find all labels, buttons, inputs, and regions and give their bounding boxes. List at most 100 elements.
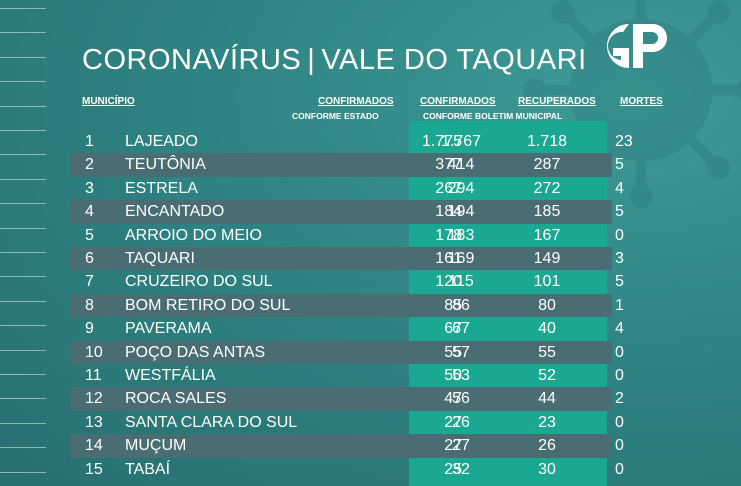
municipio-name: CRUZEIRO DO SUL: [125, 273, 273, 291]
recuperados-value: 52: [538, 367, 556, 384]
mortes-value: 2: [615, 390, 624, 408]
table-row: 9 PAVERAMA 67 67 40 4: [70, 317, 624, 340]
notebook-line: [0, 471, 46, 473]
notebook-line: [0, 105, 46, 107]
confirmados-boletim-value: 32: [452, 460, 470, 478]
recuperados-value: 167: [533, 226, 561, 244]
confirmados-estado-value: 85: [444, 296, 462, 314]
notebook-line: [0, 130, 46, 131]
notebook-line: [0, 276, 46, 278]
notebook-line: [0, 447, 46, 449]
municipio-name: PAVERAMA: [125, 320, 212, 338]
recuperados-value: 1.718: [526, 133, 568, 150]
confirmados-boletim-value: 56: [452, 390, 470, 408]
page-title: CORONAVÍRUS | VALE DO TAQUARI: [82, 44, 587, 77]
recuperados-value: 80: [538, 296, 556, 314]
confirmados-estado-value: 67: [444, 320, 462, 338]
table-row: 6 TAQUARI 161 169 149 3: [70, 247, 624, 271]
confirmados-boletim-value: 1.767: [440, 133, 482, 150]
confirmados-boletim-value: 183: [447, 226, 475, 244]
mortes-value: 0: [615, 367, 624, 384]
notebook-line: [0, 227, 46, 229]
header-mortes: MORTES: [620, 96, 663, 107]
municipio-name: LAJEADO: [125, 133, 198, 150]
confirmados-estado-value: 50: [444, 367, 462, 384]
recuperados-value: 101: [533, 273, 561, 291]
recuperados-value: 23: [538, 413, 556, 431]
mortes-value: 0: [615, 460, 624, 478]
notebook-line: [0, 398, 46, 400]
header-confirmados-boletim: CONFIRMADOS: [420, 96, 496, 107]
recuperados-value: 26: [538, 437, 556, 455]
notebook-line: [0, 252, 46, 253]
table-row: 11 WESTFÁLIA 50 53 52 0: [70, 364, 624, 387]
confirmados-estado-value: 161: [435, 250, 462, 267]
notebook-line: [0, 178, 46, 180]
municipio-name: TAQUARI: [125, 250, 195, 267]
table-row: 7 CRUZEIRO DO SUL 120 115 101 5: [70, 270, 624, 293]
confirmados-estado-value: 25: [444, 460, 462, 478]
recuperados-value: 40: [538, 320, 556, 338]
confirmados-boletim-value: 294: [447, 179, 475, 197]
mortes-value: 4: [615, 320, 624, 338]
notebook-line: [0, 154, 46, 156]
row-number: 9: [85, 320, 94, 338]
municipio-name: TEUTÔNIA: [125, 156, 206, 174]
gp-logo: [607, 24, 667, 68]
confirmados-estado-value: 55: [444, 343, 462, 361]
mortes-value: 0: [615, 437, 624, 455]
table-row: 15 TABAÍ 25 32 30 0: [70, 458, 624, 481]
notebook-line: [0, 374, 46, 375]
mortes-value: 0: [615, 343, 624, 361]
confirmados-boletim-value: 169: [447, 250, 475, 267]
confirmados-boletim-value: 57: [452, 343, 470, 361]
confirmados-estado-value: 120: [435, 273, 462, 291]
row-number: 6: [85, 250, 94, 267]
header-conforme-boletim: CONFORME BOLETIM MUNICIPAL: [423, 111, 563, 121]
row-number: 5: [85, 226, 94, 244]
municipio-name: POÇO DAS ANTAS: [125, 343, 266, 361]
mortes-value: 5: [615, 273, 624, 291]
header-municipio: MUNICÍPIO: [82, 96, 135, 107]
municipio-name: ARROIO DO MEIO: [125, 226, 262, 244]
table-row: 12 ROCA SALES 47 56 44 2: [70, 387, 624, 411]
table-row: 3 ESTRELA 267 294 272 4: [70, 177, 624, 200]
confirmados-estado-value: 267: [435, 179, 462, 197]
notebook-line: [0, 56, 46, 58]
confirmados-boletim-value: 27: [452, 437, 470, 455]
mortes-value: 5: [615, 156, 624, 174]
notebook-line: [0, 32, 46, 34]
confirmados-boletim-value: 67: [452, 320, 470, 338]
confirmados-estado-value: 1.775: [421, 133, 462, 150]
confirmados-estado-value: 47: [444, 390, 462, 408]
confirmados-boletim-value: 194: [447, 203, 475, 221]
notebook-line: [0, 349, 46, 351]
row-number: 14: [85, 437, 103, 455]
table-row: 4 ENCANTADO 184 194 185 5: [70, 200, 624, 224]
notebook-line: [0, 203, 46, 205]
recuperados-value: 272: [533, 179, 561, 197]
recuperados-value: 55: [538, 343, 556, 361]
recuperados-value: 149: [533, 250, 561, 267]
confirmados-estado-value: 377: [435, 156, 462, 174]
confirmados-boletim-value: 115: [448, 273, 474, 291]
row-number: 11: [85, 367, 102, 384]
row-number: 8: [85, 296, 94, 314]
confirmados-estado-value: 27: [444, 413, 462, 431]
mortes-value: 1: [615, 296, 624, 314]
mortes-value: 5: [615, 203, 624, 221]
row-number: 4: [85, 203, 94, 221]
notebook-lines-decoration: [0, 0, 46, 486]
notebook-line: [0, 325, 46, 327]
table-row: 10 POÇO DAS ANTAS 55 57 55 0: [70, 340, 624, 364]
recuperados-value: 287: [533, 156, 561, 174]
municipio-name: SANTA CLARA DO SUL: [125, 413, 298, 431]
row-number: 3: [85, 179, 94, 197]
table-row: 5 ARROIO DO MEIO 178 183 167 0: [70, 224, 624, 247]
confirmados-boletim-value: 86: [452, 296, 470, 314]
confirmados-estado-value: 184: [435, 203, 462, 221]
municipio-name: ENCANTADO: [125, 203, 225, 221]
table-row: 8 BOM RETIRO DO SUL 85 86 80 1: [70, 293, 624, 318]
notebook-line: [0, 300, 46, 302]
table-row: 14 MUÇUM 27 27 26 0: [70, 434, 624, 458]
